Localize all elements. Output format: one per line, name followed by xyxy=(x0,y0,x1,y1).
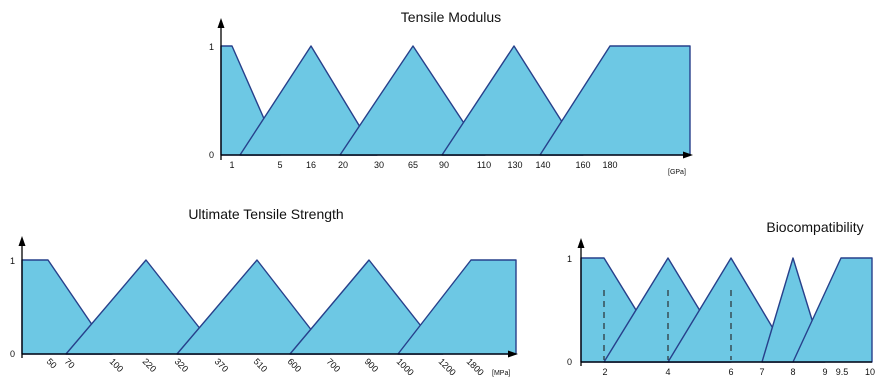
uts-x-tick: 220 xyxy=(141,356,159,374)
tm-x-tick: 180 xyxy=(602,160,617,170)
tm-y-axis-arrow xyxy=(217,18,225,28)
bio-x-tick: 8 xyxy=(790,367,795,377)
tm-x-tick: 20 xyxy=(338,160,348,170)
bio-x-tick: 6 xyxy=(728,367,733,377)
tm-y-tick-0: 0 xyxy=(209,150,214,160)
tm-x-tick: 16 xyxy=(306,160,316,170)
tm-x-tick: 1 xyxy=(229,160,234,170)
uts-x-tick: 1200 xyxy=(437,356,458,377)
bio-x-tick: 2 xyxy=(602,367,607,377)
uts-y-axis-arrow xyxy=(18,236,26,246)
uts-x-unit: [MPa] xyxy=(492,370,510,377)
uts-x-axis-arrow xyxy=(508,350,518,358)
uts-title: Ultimate Tensile Strength xyxy=(188,206,343,222)
uts-x-tick: 1000 xyxy=(395,356,416,377)
uts-x-tick: 320 xyxy=(173,356,191,374)
ultimate-tensile-strength-panel: Ultimate Tensile Strength 1 0 50 70 100 … xyxy=(10,206,518,378)
tm-y-tick-1: 1 xyxy=(209,42,214,52)
bio-x-tick: 9.5 xyxy=(836,367,849,377)
uts-x-tick: 1800 xyxy=(465,356,486,377)
tm-x-tick: 30 xyxy=(374,160,384,170)
tm-x-tick: 110 xyxy=(477,160,491,170)
uts-y-tick-0: 0 xyxy=(10,349,15,359)
uts-mf-very-high xyxy=(397,259,517,355)
bio-x-tick: 9 xyxy=(822,367,827,377)
uts-x-tick: 370 xyxy=(213,356,231,374)
uts-y-tick-1: 1 xyxy=(10,256,15,266)
uts-x-tick: 510 xyxy=(252,356,270,374)
bio-x-tick: 4 xyxy=(665,367,670,377)
biocompatibility-panel: Biocompatibility 1 0 2 4 6 7 8 9 9.5 10 xyxy=(567,219,875,377)
uts-x-tick: 700 xyxy=(325,356,343,374)
tm-x-tick: 5 xyxy=(277,160,282,170)
bio-y-tick-0: 0 xyxy=(567,357,572,367)
bio-y-axis-arrow xyxy=(577,238,585,248)
bio-x-tick: 10 xyxy=(865,367,875,377)
tm-x-tick: 65 xyxy=(408,160,418,170)
uts-x-tick: 900 xyxy=(363,356,381,374)
tensile-modulus-panel: Tensile Modulus 1 0 1 5 16 20 30 65 90 1… xyxy=(209,9,693,176)
tm-x-tick: 160 xyxy=(575,160,590,170)
uts-x-tick: 70 xyxy=(63,356,77,370)
tm-x-unit: [GPa] xyxy=(668,169,686,176)
tm-x-tick: 130 xyxy=(507,160,522,170)
tm-x-tick: 90 xyxy=(439,160,449,170)
tm-x-tick: 140 xyxy=(535,160,550,170)
bio-y-tick-1: 1 xyxy=(567,254,572,264)
tensile-modulus-title: Tensile Modulus xyxy=(401,9,501,25)
tm-mf-very-high xyxy=(539,45,691,156)
uts-x-tick: 600 xyxy=(286,356,304,374)
uts-x-tick: 50 xyxy=(45,356,59,370)
biocompatibility-title: Biocompatibility xyxy=(766,219,863,235)
tm-x-axis-arrow xyxy=(683,151,693,159)
bio-x-tick: 7 xyxy=(759,367,764,377)
uts-x-tick: 100 xyxy=(108,356,126,374)
